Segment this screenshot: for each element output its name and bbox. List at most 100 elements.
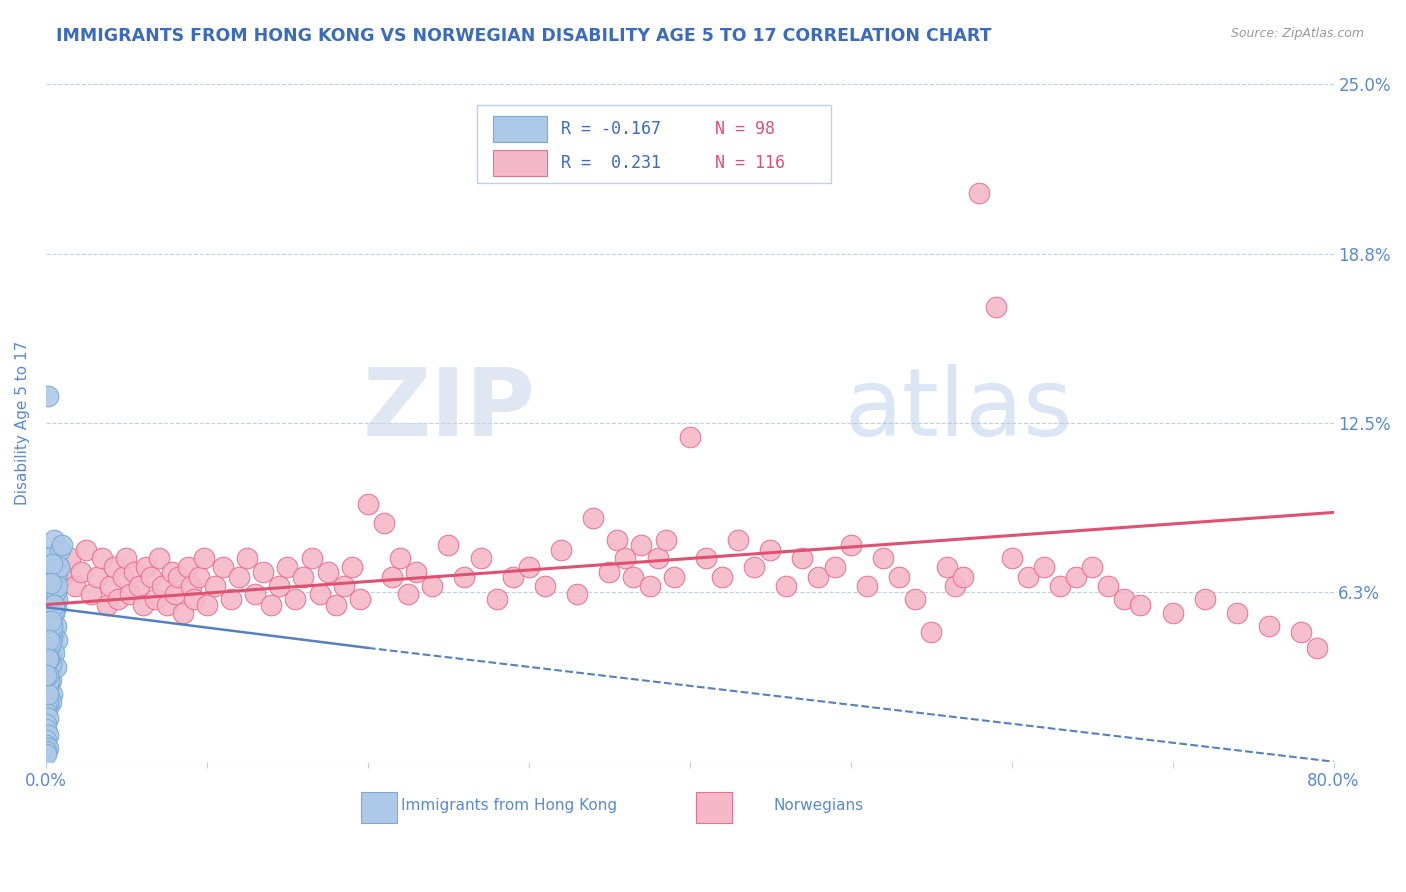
Point <box>357 497 380 511</box>
Point <box>301 551 323 566</box>
Point <box>228 570 250 584</box>
Point <box>98 578 121 592</box>
Point <box>39 614 62 628</box>
Point <box>1017 570 1039 584</box>
Point <box>245 587 267 601</box>
Point <box>75 543 97 558</box>
Text: R =  0.231: R = 0.231 <box>561 154 661 172</box>
Point <box>41 655 63 669</box>
Point <box>1226 606 1249 620</box>
Point <box>38 651 60 665</box>
Point <box>35 624 58 639</box>
Point <box>332 578 354 592</box>
Point <box>51 538 73 552</box>
Point <box>855 578 877 592</box>
Point <box>35 716 58 731</box>
Point <box>139 570 162 584</box>
Point <box>41 584 63 599</box>
Point <box>839 538 862 552</box>
Point <box>792 551 814 566</box>
Point <box>37 587 59 601</box>
Text: N = 98: N = 98 <box>716 120 776 138</box>
Point <box>38 627 60 641</box>
Point <box>38 614 60 628</box>
Point <box>38 651 60 665</box>
Point <box>35 657 58 672</box>
Point <box>37 663 59 677</box>
Point <box>39 606 62 620</box>
Point <box>1291 624 1313 639</box>
Point <box>1161 606 1184 620</box>
Point <box>38 592 60 607</box>
Text: Norwegians: Norwegians <box>773 798 863 814</box>
Point <box>470 551 492 566</box>
Point <box>37 711 59 725</box>
Point <box>51 570 73 584</box>
Point <box>606 533 628 547</box>
FancyBboxPatch shape <box>696 792 733 822</box>
Point <box>107 592 129 607</box>
Point <box>91 551 114 566</box>
Point <box>38 679 60 693</box>
Point <box>38 673 60 688</box>
Point <box>39 575 62 590</box>
Point <box>37 651 59 665</box>
Point <box>183 592 205 607</box>
Point <box>37 389 59 403</box>
FancyBboxPatch shape <box>492 150 547 176</box>
Point <box>534 578 557 592</box>
Point <box>252 565 274 579</box>
Point <box>35 651 58 665</box>
Point <box>42 559 65 574</box>
Point <box>943 578 966 592</box>
Point <box>219 592 242 607</box>
Point <box>775 578 797 592</box>
Point <box>35 640 58 655</box>
Point <box>41 611 63 625</box>
Point <box>35 739 58 753</box>
Point <box>872 551 894 566</box>
Point <box>381 570 404 584</box>
Point <box>135 559 157 574</box>
Point <box>35 635 58 649</box>
Point <box>1194 592 1216 607</box>
Point <box>662 570 685 584</box>
Point <box>96 598 118 612</box>
Point <box>396 587 419 601</box>
Text: ZIP: ZIP <box>363 364 536 456</box>
Point <box>124 565 146 579</box>
Point <box>598 565 620 579</box>
Point <box>1049 578 1071 592</box>
Point <box>502 570 524 584</box>
Point <box>565 587 588 601</box>
Point <box>195 598 218 612</box>
Point <box>39 635 62 649</box>
Point <box>145 592 167 607</box>
Point <box>41 630 63 644</box>
Point <box>176 559 198 574</box>
Point <box>742 559 765 574</box>
Point <box>38 640 60 655</box>
Point <box>39 619 62 633</box>
Point <box>45 619 67 633</box>
Point <box>42 598 65 612</box>
Point <box>37 728 59 742</box>
Point <box>969 186 991 200</box>
Point <box>41 606 63 620</box>
Point <box>37 630 59 644</box>
Point <box>614 551 637 566</box>
Point <box>260 598 283 612</box>
Point <box>45 570 67 584</box>
Point <box>236 551 259 566</box>
Text: atlas: atlas <box>844 364 1073 456</box>
Point <box>35 619 58 633</box>
Point <box>41 630 63 644</box>
Point <box>48 559 70 574</box>
Point <box>276 559 298 574</box>
Point <box>920 624 942 639</box>
Point <box>160 565 183 579</box>
Point <box>39 570 62 584</box>
Point <box>42 533 65 547</box>
Point <box>35 722 58 736</box>
Point <box>35 668 58 682</box>
